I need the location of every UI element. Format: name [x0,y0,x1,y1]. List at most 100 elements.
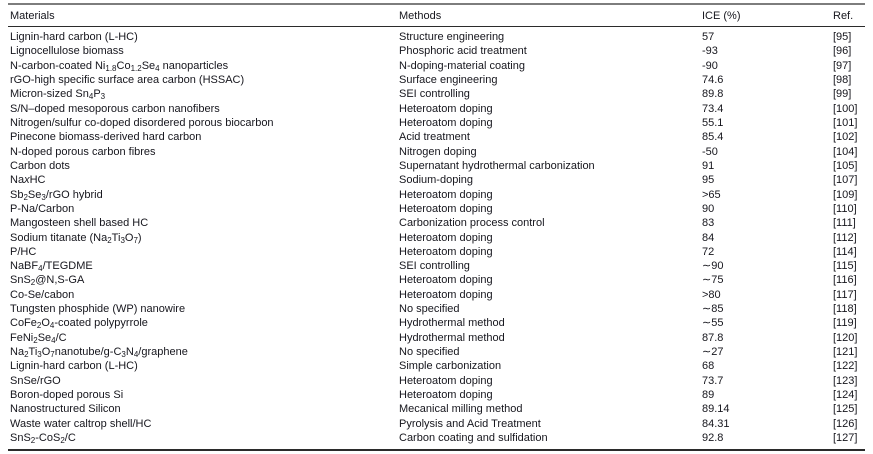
table-row: SnS2-CoS2/C Carbon coating and sulfidatio… [8,431,865,445]
cell-ref: [121] [833,346,858,359]
table-row: Mangosteen shell based HC Carbonization p… [8,216,865,230]
cell-ref: [105] [833,159,858,172]
cell-material: Nitrogen/sulfur co-doped disordered poro… [10,117,274,130]
table-row: Co-Se/cabon Heteroatom doping >80 [117] [8,288,865,302]
cell-ref: [127] [833,431,858,444]
cell-ice: -93 [702,45,718,58]
table-row: Lignin-hard carbon (L-HC) Structure engin… [8,30,865,44]
table-row: P-Na/Carbon Heteroatom doping 90 [110] [8,202,865,216]
cell-ice: 55.1 [702,117,724,130]
cell-material: Lignin-hard carbon (L-HC) [10,360,138,373]
cell-method: Mecanical milling method [399,403,523,416]
table-row: Sb2Se3/rGO hybrid Heteroatom doping >65 [10… [8,187,865,202]
cell-ice: 68 [702,360,715,373]
cell-method: Carbon coating and sulfidation [399,431,548,444]
cell-ice: 87.8 [702,331,724,344]
table-row: Lignin-hard carbon (L-HC) Simple carboniz… [8,359,865,373]
cell-ref: [96] [833,45,852,58]
cell-ref: [126] [833,417,858,430]
table-row: NaBF4/TEGDME SEI controlling ∼90 [115] [8,259,865,273]
cell-method: Heteroatom doping [399,245,493,258]
column-header-ice: ICE (%) [702,9,741,22]
cell-ice: ∼85 [702,303,724,316]
cell-method: Structure engineering [399,31,505,44]
cell-method: Nitrogen doping [399,145,477,158]
table-row: Lignocellulose biomass Phosphoric acid tr… [8,44,865,58]
cell-ice: 57 [702,31,715,44]
cell-method: Heteroatom doping [399,117,493,130]
cell-material: N-carbon-coated Ni1.8Co1.2Se4 nanopartic… [10,59,229,73]
cell-ice: 91 [702,159,715,172]
table-row: rGO-high specific surface area carbon (H… [8,73,865,87]
cell-method: Supernatant hydrothermal carbonization [399,159,595,172]
table-row: FeNi2Se4/C Hydrothermal method 87.8 [120] [8,331,865,345]
cell-ref: [110] [833,202,857,215]
cell-ref: [116] [833,274,857,287]
cell-ice: 89 [702,388,715,401]
cell-method: Sodium-doping [399,174,473,187]
cell-material: Nanostructured Silicon [10,403,121,416]
cell-material: Pinecone biomass-derived hard carbon [10,131,202,144]
cell-material: CoFe2O4-coated polypyrrole [10,317,148,331]
cell-method: Heteroatom doping [399,388,493,401]
table-row: Nitrogen/sulfur co-doped disordered poro… [8,116,865,130]
cell-material: Sodium titanate (Na2Ti3O7) [10,231,142,245]
table-row: Sodium titanate (Na2Ti3O7) Heteroatom dop… [8,230,865,245]
cell-ice: ∼55 [702,317,724,330]
cell-ice: 72 [702,245,715,258]
cell-ref: [117] [833,288,857,301]
table-row: N-doped porous carbon fibres Nitrogen dop… [8,145,865,159]
table-row: Na2Ti3O7nanotube/g-C3N4/graphene No speci… [8,345,865,359]
cell-method: Heteroatom doping [399,274,493,287]
table-top-rule [8,3,865,5]
cell-ref: [97] [833,59,852,72]
cell-method: Phosphoric acid treatment [399,45,527,58]
cell-method: Hydrothermal method [399,317,505,330]
cell-ref: [100] [833,102,858,115]
table-row: P/HC Heteroatom doping 72 [114] [8,245,865,259]
cell-material: rGO-high specific surface area carbon (H… [10,74,245,87]
cell-method: N-doping-material coating [399,59,525,72]
cell-material: Carbon dots [10,159,70,172]
cell-ref: [119] [833,317,857,330]
cell-material: SnS2@N,S-GA [10,274,85,288]
cell-ref: [111] [833,217,856,230]
cell-ref: [95] [833,31,852,44]
cell-ice: 73.4 [702,102,724,115]
cell-ref: [123] [833,374,858,387]
cell-ref: [125] [833,403,858,416]
cell-method: Hydrothermal method [399,331,505,344]
cell-ref: [114] [833,245,857,258]
table-row: CoFe2O4-coated polypyrrole Hydrothermal m… [8,316,865,330]
cell-ice: -50 [702,145,718,158]
cell-ice: >65 [702,188,721,201]
cell-material: N-doped porous carbon fibres [10,145,156,158]
cell-material: SnS2-CoS2/C [10,431,76,445]
cell-material: Mangosteen shell based HC [10,217,149,230]
cell-method: Carbonization process control [399,217,545,230]
column-header-methods: Methods [399,9,442,22]
cell-ref: [118] [833,303,857,316]
cell-method: Heteroatom doping [399,202,493,215]
cell-ice: 92.8 [702,431,724,444]
cell-method: Heteroatom doping [399,102,493,115]
cell-material: NaBF4/TEGDME [10,260,93,274]
cell-ref: [115] [833,260,857,273]
cell-material: Tungsten phosphide (WP) nanowire [10,303,186,316]
table-row: Carbon dots Supernatant hydrothermal carb… [8,159,865,173]
cell-ice: 73.7 [702,374,724,387]
cell-material: Lignocellulose biomass [10,45,124,58]
table-header-rule [8,26,865,27]
cell-ref: [98] [833,74,852,87]
cell-ref: [101] [833,117,858,130]
table-row: Nanostructured Silicon Mecanical milling … [8,402,865,416]
cell-ice: 85.4 [702,131,724,144]
cell-ice: 84 [702,231,715,244]
table-body: Lignin-hard carbon (L-HC) Structure engin… [8,27,865,447]
table-row: N-carbon-coated Ni1.8Co1.2Se4 nanopartic… [8,59,865,73]
cell-ref: [104] [833,145,858,158]
cell-ice: 89.14 [702,403,730,416]
cell-ref: [122] [833,360,858,373]
cell-ice: ∼90 [702,260,724,273]
table-row: Pinecone biomass-derived hard carbon Acid… [8,130,865,144]
